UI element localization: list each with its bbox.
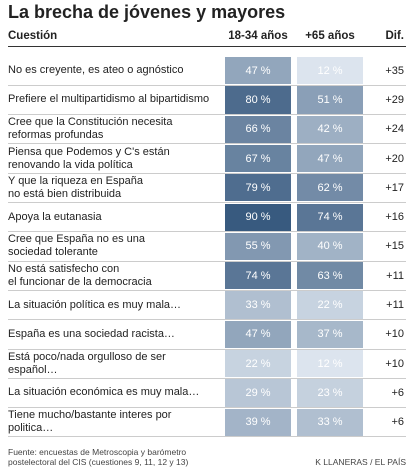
value-cell: 12 %	[297, 350, 363, 378]
question: Y que la riqueza en España no está bien …	[8, 174, 143, 200]
credit: K LLANERAS / EL PAÍS	[315, 457, 406, 467]
difference: +10	[385, 328, 404, 341]
row-rule	[8, 202, 406, 203]
row-rule	[8, 289, 406, 291]
row-rule	[8, 172, 406, 174]
row-rule	[8, 231, 406, 233]
question: La situación económica es muy mala…	[8, 386, 200, 399]
value-cell: 67 %	[225, 144, 291, 173]
row-rule	[8, 143, 406, 145]
row-rule	[8, 319, 406, 321]
row-rule	[8, 84, 406, 86]
question: España es una sociedad racista…	[8, 327, 175, 340]
difference: +11	[386, 269, 404, 282]
question: Está poco/nada orgulloso de ser español…	[8, 350, 166, 376]
source: Fuente: encuestas de Metroscopia y baróm…	[8, 447, 189, 467]
row-rule	[8, 114, 406, 116]
value-cell: 22 %	[297, 291, 363, 319]
question: Tiene mucho/bastante interes por politic…	[8, 409, 172, 435]
value-cell: 33 %	[297, 408, 363, 436]
difference: +11	[386, 299, 404, 312]
value-cell: 66 %	[225, 115, 291, 143]
row-rule	[8, 407, 406, 409]
question: Cree que España no es una sociedad toler…	[8, 233, 145, 259]
value-cell: 80 %	[225, 86, 291, 114]
value-cell: 47 %	[225, 320, 291, 348]
value-cell: 29 %	[225, 379, 291, 407]
column-header: Cuestión	[8, 30, 58, 42]
value-cell: 74 %	[297, 203, 363, 231]
question: No está satisfecho con el funcionar de l…	[8, 262, 152, 288]
question: Cree que la Constitución necesita reform…	[8, 116, 173, 142]
difference: +15	[385, 240, 404, 253]
row-rule	[8, 348, 406, 350]
question: Piensa que Podemos y C's están renovando…	[8, 145, 170, 171]
difference: +35	[385, 64, 404, 77]
difference: +24	[385, 123, 404, 136]
row-rule	[8, 436, 406, 438]
column-header: 18-34 años	[228, 30, 288, 42]
value-cell: 40 %	[297, 232, 363, 261]
value-cell: 51 %	[297, 86, 363, 114]
row-rule	[8, 260, 406, 262]
value-cell: 12 %	[297, 57, 363, 85]
question: Apoya la eutanasia	[8, 210, 102, 223]
difference: +17	[385, 181, 404, 194]
column-header: Dif.	[385, 30, 404, 42]
value-cell: 90 %	[225, 203, 291, 231]
value-cell: 47 %	[297, 144, 363, 173]
header-rule	[8, 46, 406, 47]
value-cell: 63 %	[297, 262, 363, 290]
value-cell: 74 %	[225, 262, 291, 290]
difference: +6	[391, 416, 404, 429]
question: La situación política es muy mala…	[8, 298, 182, 311]
value-cell: 23 %	[297, 379, 363, 407]
difference: +10	[385, 357, 404, 370]
value-cell: 33 %	[225, 291, 291, 319]
value-cell: 42 %	[297, 115, 363, 143]
value-cell: 47 %	[225, 57, 291, 85]
value-cell: 62 %	[297, 174, 363, 202]
value-cell: 22 %	[225, 350, 291, 378]
difference: +6	[391, 386, 404, 399]
value-cell: 79 %	[225, 174, 291, 202]
difference: +16	[385, 211, 404, 224]
difference: +20	[385, 152, 404, 165]
title: La brecha de jóvenes y mayores	[8, 2, 286, 22]
column-header: +65 años	[305, 30, 355, 42]
difference: +29	[385, 93, 404, 106]
question: No es creyente, es ateo o agnóstico	[8, 64, 184, 77]
value-cell: 39 %	[225, 408, 291, 436]
value-cell: 55 %	[225, 232, 291, 261]
value-cell: 37 %	[297, 320, 363, 348]
row-rule	[8, 377, 406, 379]
question: Prefiere el multipartidismo al bipartidi…	[8, 93, 210, 106]
